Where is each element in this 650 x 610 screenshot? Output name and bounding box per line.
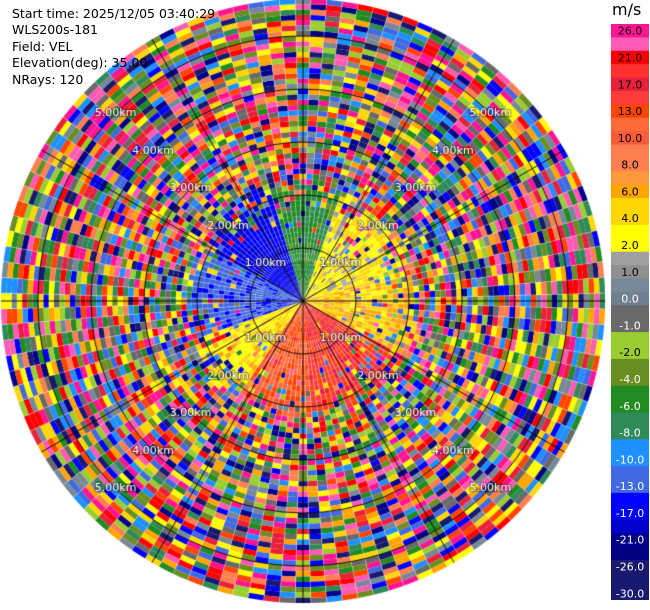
- colorbar-tick-label: -4.0: [619, 373, 640, 386]
- nrays-label: NRays: 120: [12, 71, 84, 87]
- start-time-label: Start time: 2025/12/05 03:40:29: [12, 6, 216, 21]
- colorbar-tick-label: 26.0: [618, 25, 643, 38]
- colorbar-swatch: [611, 104, 649, 119]
- colorbar-swatch: [611, 492, 649, 507]
- colorbar-swatch: [611, 399, 649, 414]
- colorbar-tick-label: -2.0: [619, 346, 640, 359]
- colorbar-tick-label: 0.0: [621, 293, 639, 306]
- colorbar-tick-label: 17.0: [618, 78, 643, 91]
- colorbar-tick-label: -30.0: [616, 587, 644, 600]
- colorbar-swatch: [611, 117, 649, 132]
- colorbar-tick-label: -17.0: [616, 507, 644, 520]
- colorbar-tick-label: 2.0: [621, 239, 639, 252]
- colorbar-swatch: [611, 586, 649, 600]
- colorbar-unit: m/s: [612, 0, 642, 19]
- colorbar-swatch: [611, 425, 649, 440]
- colorbar-tick-label: 13.0: [618, 105, 643, 118]
- colorbar-swatch: [611, 332, 649, 347]
- colorbar-swatch: [611, 37, 649, 52]
- instrument-label: WLS200s-181: [12, 22, 98, 38]
- colorbar-swatch: [611, 90, 649, 105]
- colorbar-swatch: [611, 64, 649, 79]
- colorbar-tick-label: 6.0: [621, 185, 639, 198]
- colorbar-tick-label: -1.0: [619, 319, 640, 332]
- colorbar-swatch: [611, 573, 649, 588]
- colorbar-swatch: [611, 479, 649, 494]
- colorbar-tick-label: -13.0: [616, 480, 644, 493]
- colorbar-swatch: [611, 546, 649, 561]
- colorbar-swatch: [611, 372, 649, 387]
- colorbar-swatch: [611, 345, 649, 360]
- colorbar-swatch: [611, 533, 649, 548]
- colorbar-tick-label: -26.0: [616, 561, 644, 574]
- colorbar-swatch: [611, 412, 649, 427]
- colorbar-tick-label: 10.0: [618, 132, 643, 145]
- colorbar-swatch: [611, 278, 649, 293]
- colorbar-tick-label: -10.0: [616, 453, 644, 466]
- colorbar-swatch: [611, 291, 649, 306]
- colorbar-swatch: [611, 157, 649, 172]
- colorbar-swatch: [611, 452, 649, 467]
- colorbar-swatch: [611, 50, 649, 65]
- colorbar-swatch: [611, 198, 649, 213]
- colorbar-tick-label: 4.0: [621, 212, 639, 225]
- colorbar-tick-label: -8.0: [619, 427, 640, 440]
- colorbar-swatch: [611, 224, 649, 239]
- colorbar-tick-label: 1.0: [621, 266, 639, 279]
- colorbar-tick-label: -6.0: [619, 400, 640, 413]
- colorbar-swatch: [611, 385, 649, 400]
- colorbar-swatch: [611, 559, 649, 574]
- colorbar-swatch: [611, 519, 649, 534]
- colorbar-swatch: [611, 305, 649, 320]
- colorbar-tick-label: -21.0: [616, 534, 644, 547]
- colorbar-swatch: [611, 439, 649, 454]
- scan-info: Start time: 2025/12/05 03:40:29 WLS200s-…: [12, 6, 215, 88]
- colorbar-swatch: [611, 251, 649, 266]
- colorbar-swatch: [611, 466, 649, 481]
- colorbar-swatch: [611, 77, 649, 92]
- colorbar-swatch: [611, 506, 649, 521]
- colorbar: 26.0 21.0 17.0 13.0 10.0 8.0 6.0 4.0 2.0 1.0 0.0 -1…: [611, 24, 649, 600]
- colorbar-swatch: [611, 238, 649, 253]
- colorbar-swatch: [611, 265, 649, 280]
- colorbar-swatch: [611, 318, 649, 333]
- field-label: Field: VEL: [12, 38, 73, 54]
- elevation-label: Elevation(deg): 35.00: [12, 55, 148, 71]
- colorbar-swatch: [611, 211, 649, 226]
- colorbar-swatch: [611, 24, 649, 38]
- colorbar-swatch: [611, 171, 649, 186]
- colorbar-swatch: [611, 131, 649, 146]
- colorbar-swatch: [611, 184, 649, 199]
- colorbar-swatch: [611, 144, 649, 159]
- colorbar-tick-label: 21.0: [618, 51, 643, 64]
- colorbar-swatch: [611, 358, 649, 373]
- colorbar-tick-label: 8.0: [621, 159, 639, 172]
